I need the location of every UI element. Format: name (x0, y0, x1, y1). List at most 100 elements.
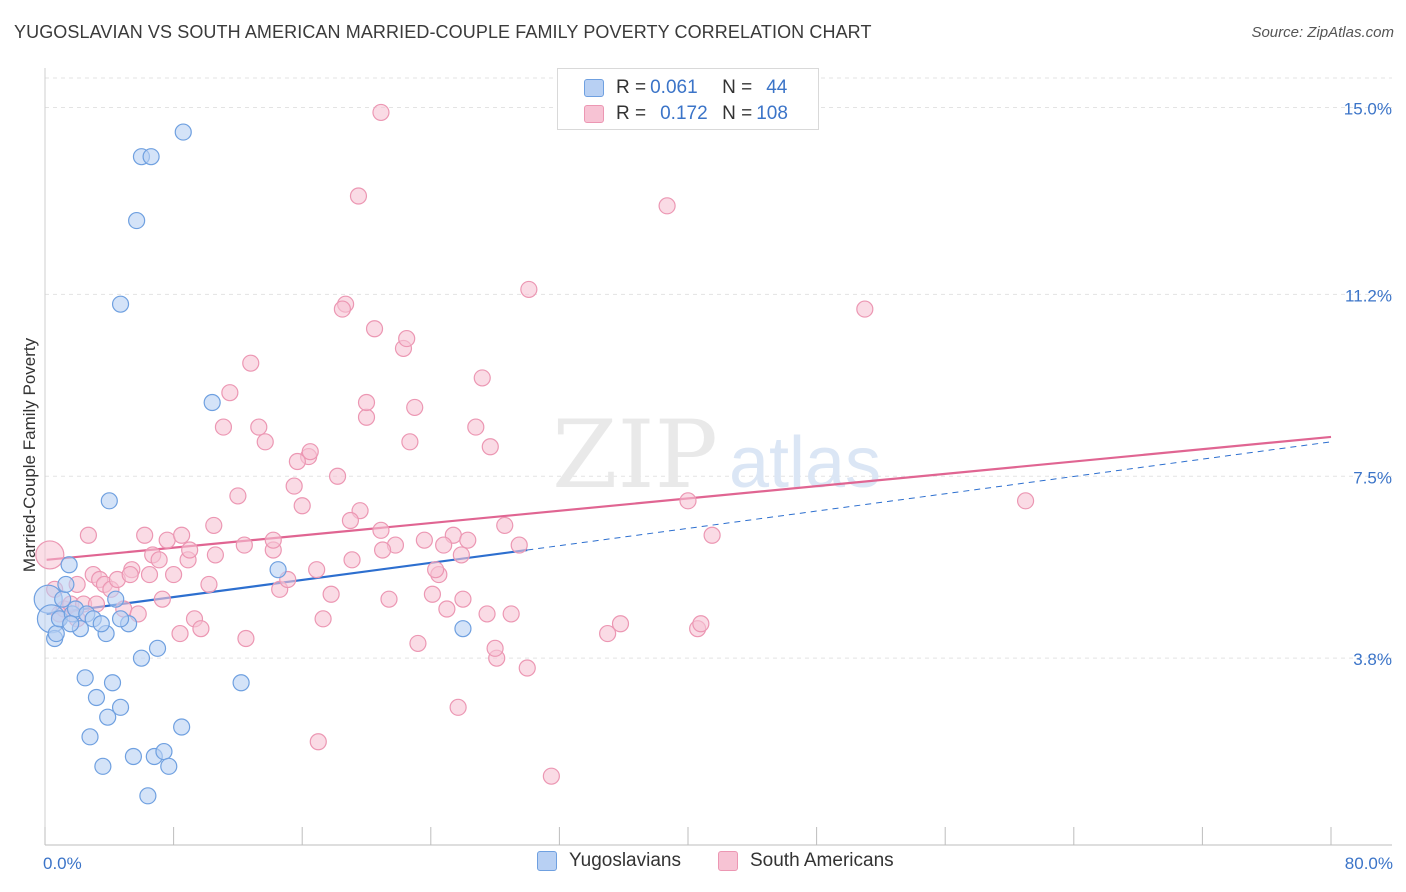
point-yugoslavians (62, 615, 80, 633)
point-south-americans (235, 536, 253, 554)
legend-n-value: 44 (766, 77, 788, 98)
legend-swatch-pink (718, 851, 738, 871)
point-south-americans (518, 659, 536, 677)
legend-item-south-americans[interactable]: South Americans (718, 850, 894, 872)
point-south-americans (308, 561, 326, 579)
point-south-americans (372, 521, 390, 539)
point-south-americans (349, 187, 368, 205)
point-yugoslavians (132, 649, 151, 667)
point-south-americans (343, 551, 361, 569)
point-south-americans (357, 408, 376, 426)
point-south-americans (415, 531, 433, 549)
point-south-americans (510, 536, 528, 554)
point-south-americans (229, 487, 247, 505)
point-south-americans (237, 629, 255, 648)
x-tick-label: 80.0% (1345, 854, 1393, 873)
point-south-americans (136, 526, 154, 544)
legend-swatch-blue (584, 79, 604, 97)
point-yugoslavians (92, 615, 110, 633)
watermark-zip: ZIP (552, 401, 718, 510)
point-south-americans (242, 354, 260, 372)
legend-label: Yugoslavians (569, 850, 681, 871)
point-south-americans (692, 615, 710, 633)
point-south-americans (467, 418, 485, 436)
x-tick-label: 0.0% (43, 854, 82, 873)
point-south-americans (140, 565, 159, 584)
legend-n-value: 108 (756, 103, 788, 124)
point-south-americans (679, 492, 697, 510)
point-yugoslavians (47, 624, 65, 643)
watermark: ZIP atlas (552, 401, 881, 510)
point-yugoslavians (94, 757, 112, 775)
legend-swatch-pink (584, 105, 604, 123)
point-south-americans (423, 585, 442, 603)
point-south-americans (406, 398, 424, 417)
point-south-americans (153, 590, 171, 608)
legend-n-label: N = (722, 77, 753, 98)
point-yugoslavians (111, 295, 130, 313)
point-yugoslavians (148, 639, 167, 657)
point-south-americans (173, 526, 191, 544)
point-south-americans (502, 605, 520, 623)
y-tick-label: 3.8% (1353, 650, 1392, 669)
point-south-americans (703, 526, 721, 544)
point-south-americans (658, 197, 676, 215)
point-south-americans (454, 590, 472, 608)
point-south-americans (181, 541, 199, 559)
legend-item-yugoslavians[interactable]: Yugoslavians (537, 850, 681, 872)
legend-r-label: R = (616, 103, 647, 124)
point-south-americans (401, 433, 419, 451)
point-yugoslavians (107, 590, 125, 608)
point-south-americans (250, 418, 268, 436)
point-south-americans (288, 452, 306, 471)
point-south-americans (205, 516, 223, 535)
point-south-americans (599, 624, 617, 643)
point-yugoslavians (232, 674, 250, 692)
point-south-americans (314, 610, 332, 628)
point-south-americans (435, 536, 453, 554)
point-south-americans (520, 280, 538, 299)
point-south-americans (206, 546, 224, 564)
point-yugoslavians (160, 757, 178, 775)
point-south-americans (365, 320, 384, 338)
trend-extension-yugoslavians (527, 441, 1332, 551)
tick-labels: 3.8% 7.5% 11.2% 15.0% 0.0% 80.0% (43, 100, 1393, 874)
point-yugoslavians (81, 728, 99, 746)
point-south-americans (427, 561, 445, 579)
point-south-americans (459, 531, 477, 549)
point-yugoslavians (454, 620, 472, 638)
point-south-americans (35, 540, 65, 570)
point-south-americans (322, 585, 340, 603)
point-yugoslavians (111, 698, 130, 716)
point-yugoslavians (139, 787, 157, 805)
point-south-americans (473, 369, 491, 387)
series-legend: Yugoslavians South Americans (0, 850, 1406, 878)
source-credit: Source: ZipAtlas.com (1251, 24, 1394, 41)
point-yugoslavians (60, 556, 78, 574)
point-yugoslavians (269, 561, 287, 579)
point-south-americans (341, 511, 360, 530)
legend-swatch-blue (537, 851, 557, 871)
point-south-americans (256, 433, 274, 451)
stats-legend: R = 0.061 N = 44 R = 0.172 N = 108 (557, 68, 819, 130)
point-south-americans (192, 620, 210, 638)
legend-r-label: R = (616, 77, 647, 98)
point-yugoslavians (76, 669, 94, 687)
point-south-americans (409, 634, 427, 653)
point-south-americans (542, 767, 560, 785)
y-tick-label: 11.2% (1345, 286, 1392, 305)
point-south-americans (264, 531, 282, 549)
point-south-americans (309, 733, 327, 751)
point-yugoslavians (100, 492, 118, 510)
point-yugoslavians (142, 148, 160, 166)
point-yugoslavians (103, 674, 122, 692)
point-south-americans (372, 103, 390, 122)
axes (44, 68, 1392, 846)
point-south-americans (496, 516, 514, 535)
point-south-americans (486, 639, 504, 657)
point-south-americans (221, 384, 239, 402)
point-south-americans (481, 438, 499, 456)
point-yugoslavians (111, 610, 130, 628)
point-yugoslavians (203, 393, 221, 412)
point-south-americans (438, 600, 456, 618)
